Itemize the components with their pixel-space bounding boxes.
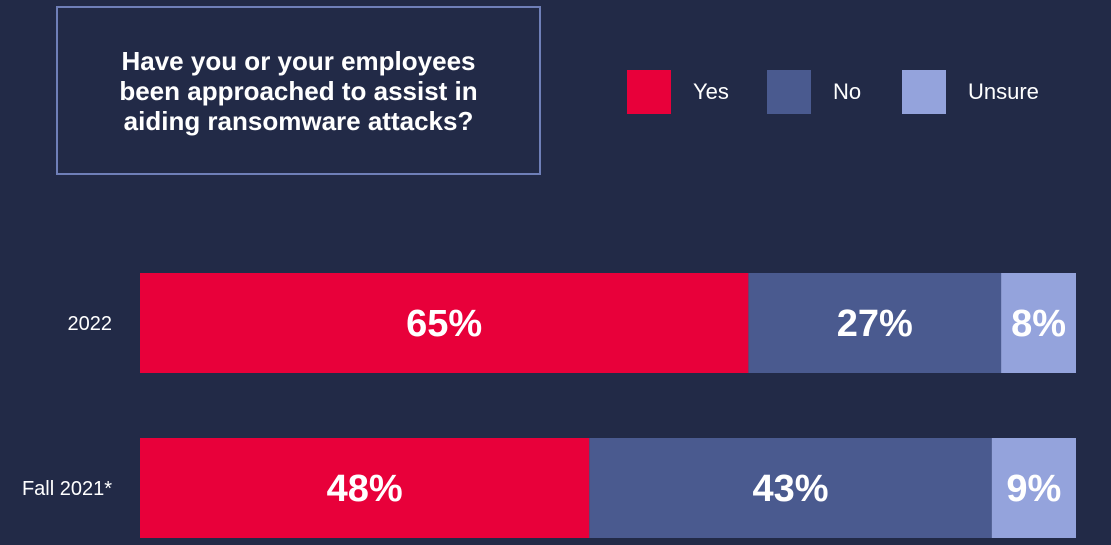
bar-segment-unsure — [991, 438, 1076, 538]
category-label: Fall 2021* — [22, 478, 112, 500]
bar-segment-yes — [140, 438, 590, 538]
data-label: 9% — [1006, 468, 1061, 510]
legend-swatch-yes — [627, 70, 671, 114]
data-label: 48% — [327, 468, 403, 510]
chart-title: Have you or your employees been approach… — [119, 45, 478, 136]
bar-segment-yes — [140, 273, 749, 373]
data-label: 43% — [752, 468, 828, 510]
legend-item-unsure: Unsure — [902, 70, 1039, 114]
data-label: 65% — [406, 303, 482, 345]
title-box: Have you or your employees been approach… — [56, 6, 541, 175]
legend-item-yes: Yes — [627, 70, 729, 114]
data-label: 8% — [1011, 303, 1066, 345]
bar-segment-no — [748, 273, 1002, 373]
legend-label-no: No — [833, 79, 862, 104]
legend-swatch-unsure — [902, 70, 946, 114]
bar-segment-unsure — [1001, 273, 1076, 373]
legend-swatch-no — [767, 70, 811, 114]
bar-segment-no — [589, 438, 992, 538]
data-label: 27% — [837, 303, 913, 345]
category-label: 2022 — [68, 313, 113, 335]
legend-item-no: No — [767, 70, 861, 114]
legend-label-yes: Yes — [693, 79, 729, 104]
legend-label-unsure: Unsure — [968, 79, 1039, 104]
